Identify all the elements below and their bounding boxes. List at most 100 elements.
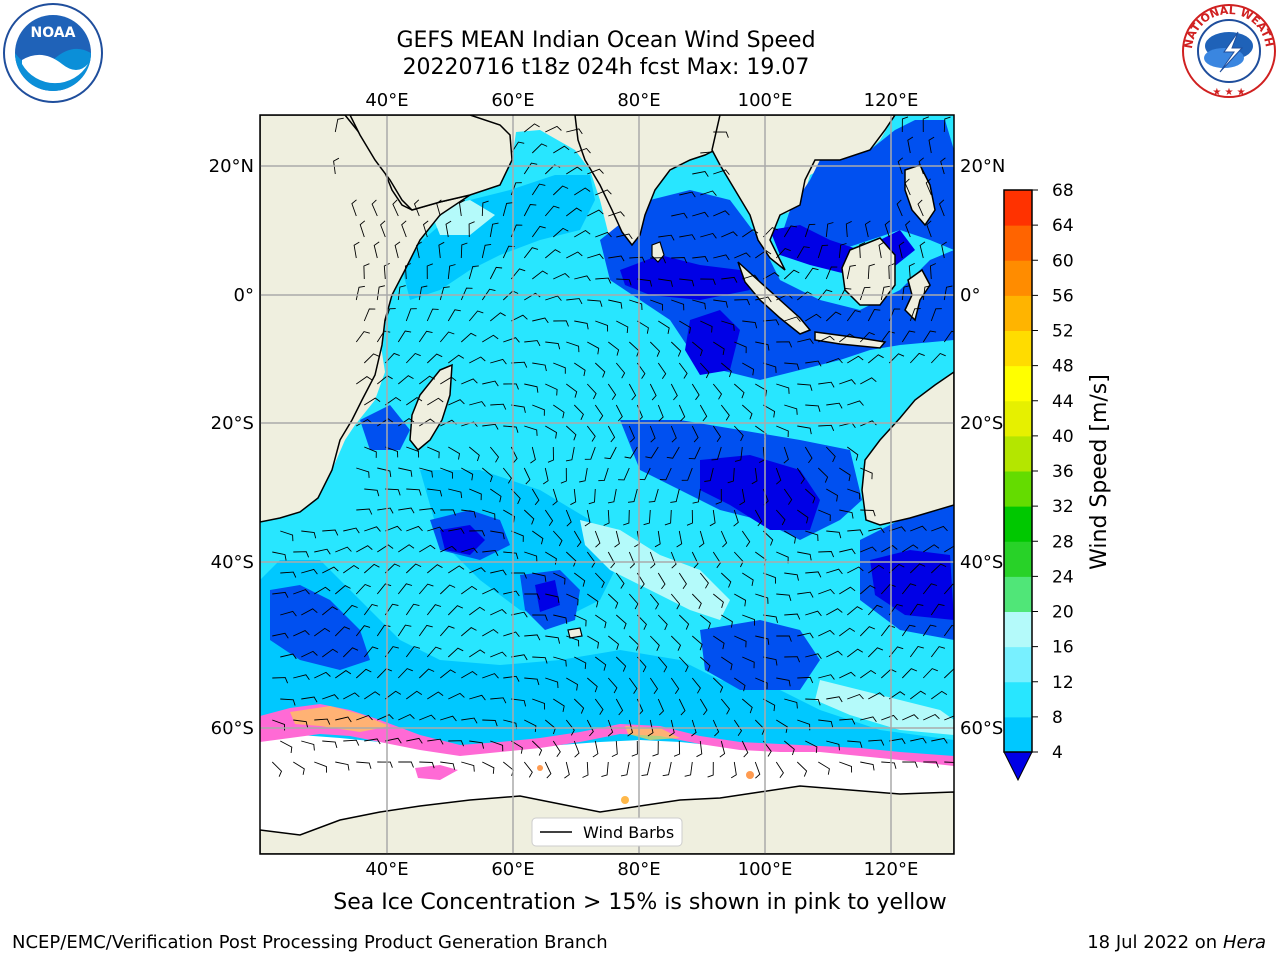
- wind-barb: [784, 698, 798, 709]
- wind-barb: [943, 330, 954, 343]
- wind-barb: [384, 352, 400, 364]
- wind-barb: [574, 614, 587, 627]
- wind-barb: [671, 257, 688, 264]
- colorbar-segment: [1004, 260, 1032, 296]
- wind-barb: [941, 241, 947, 259]
- wind-barb: [531, 488, 540, 506]
- wind-barb: [461, 585, 478, 595]
- wind-barb: [356, 418, 373, 427]
- wind-barb: [564, 761, 570, 779]
- arabia-land: [349, 115, 513, 211]
- wind-barb: [351, 199, 357, 217]
- wind-barb: [645, 446, 659, 459]
- wind-barb: [888, 603, 903, 616]
- wind-barb: [587, 168, 604, 175]
- wind-barb: [847, 693, 864, 700]
- colorbar-segment: [1004, 435, 1032, 472]
- wind-barb: [649, 425, 656, 443]
- wind-barb: [439, 286, 450, 301]
- wind-barb: [713, 341, 725, 355]
- southeast-asia-land: [711, 115, 896, 271]
- wind-barb: [574, 147, 591, 154]
- wind-barb: [679, 191, 696, 198]
- wind-barb: [377, 714, 394, 721]
- wind-barb: [902, 761, 918, 768]
- wind-barb: [523, 247, 539, 259]
- wind-barb: [566, 128, 583, 135]
- wind-barb: [545, 593, 560, 603]
- wind-barb: [817, 467, 829, 483]
- wind-barb: [565, 719, 575, 736]
- wind-barb: [805, 571, 822, 578]
- wind-barb: [696, 740, 703, 758]
- wind-barb: [601, 761, 609, 778]
- wind-barb: [586, 383, 597, 400]
- wind-barb: [587, 299, 603, 307]
- wind-barb: [784, 572, 799, 581]
- wind-barb: [524, 383, 539, 393]
- wind-barb: [797, 676, 814, 684]
- wind-barb: [293, 719, 309, 728]
- wind-barb: [565, 509, 572, 527]
- wind-barb: [692, 299, 706, 310]
- wind-barb: [607, 383, 617, 400]
- wind-barb: [419, 544, 436, 553]
- lon-label: 40°E: [365, 90, 408, 111]
- wind-barb: [272, 677, 289, 684]
- wind-barb: [796, 467, 805, 485]
- wind-barb: [797, 383, 813, 391]
- wind-barb: [376, 624, 391, 637]
- wind-barb: [889, 691, 906, 700]
- wind-barb: [847, 446, 859, 461]
- wind-barb: [817, 244, 829, 259]
- wind-barb: [826, 650, 843, 658]
- wind-barb: [503, 383, 519, 390]
- colorbar-tick-label: 8: [1052, 708, 1063, 728]
- wind-barb: [755, 296, 772, 303]
- wind-barb: [709, 509, 716, 527]
- wind-barb: [584, 509, 591, 527]
- wind-barb: [713, 169, 730, 175]
- wind-barb: [755, 677, 768, 690]
- wind-barb: [868, 564, 885, 574]
- wind-barb: [755, 383, 767, 397]
- wind-barb: [628, 551, 635, 569]
- wind-barb: [712, 383, 723, 400]
- wind-barb: [805, 740, 818, 753]
- colorbar-tick-label: 64: [1052, 216, 1074, 236]
- wind-barb: [547, 446, 554, 463]
- wind-barb: [784, 530, 796, 544]
- wind-barb: [686, 509, 693, 526]
- wind-barb: [604, 446, 617, 460]
- wind-barb: [909, 603, 924, 616]
- colorbar-segment: [1004, 611, 1032, 648]
- colorbar-segment: [1004, 646, 1032, 683]
- wind-barb: [658, 320, 670, 334]
- wind-barb: [931, 690, 948, 700]
- wind-barb: [342, 647, 359, 658]
- wind-barb: [595, 231, 612, 238]
- wind-barb: [888, 353, 905, 364]
- wind-barb: [678, 572, 687, 589]
- lat-labels-left: 20°N 0° 20°S 40°S 60°S: [209, 156, 254, 739]
- wind-barb: [670, 677, 680, 694]
- wind-barb: [715, 488, 722, 505]
- wind-barb: [838, 243, 847, 259]
- wind-barb: [608, 299, 623, 309]
- colorbar-segment: [1004, 576, 1032, 612]
- wind-barb: [881, 761, 897, 769]
- wind-barb: [730, 761, 737, 779]
- wind-barb: [427, 738, 444, 745]
- wind-barb: [532, 698, 546, 710]
- wind-barb: [553, 698, 565, 712]
- wind-barb: [440, 376, 457, 385]
- wind-barb: [380, 220, 386, 238]
- wind-barb: [405, 563, 422, 574]
- wind-barb: [615, 572, 625, 589]
- wind-barbs-legend: Wind Barbs: [531, 817, 683, 847]
- wind-barb: [721, 276, 738, 283]
- wind-barb: [448, 399, 465, 406]
- wind-barb: [742, 572, 754, 586]
- wind-barb: [460, 332, 477, 343]
- wind-barb: [751, 467, 758, 485]
